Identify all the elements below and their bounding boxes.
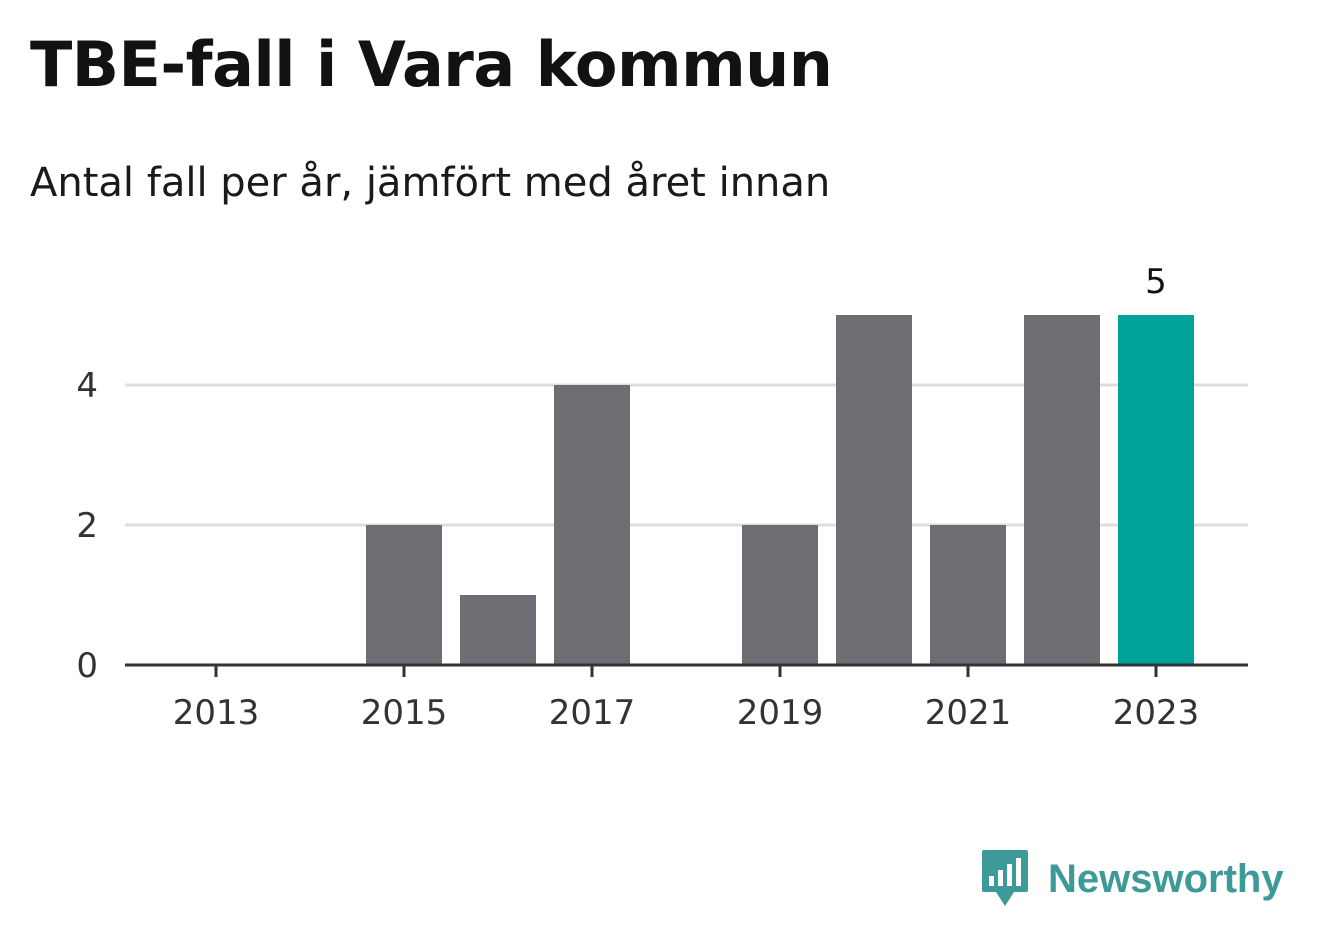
x-tick-label: 2023	[1113, 693, 1200, 733]
y-tick-label: 2	[76, 506, 98, 546]
data-labels: 5	[1145, 262, 1167, 302]
bars	[366, 315, 1194, 665]
newsworthy-logo-icon	[982, 850, 1028, 906]
data-label-2023: 5	[1145, 262, 1167, 302]
x-tick-label: 2015	[361, 693, 448, 733]
y-tick-label: 0	[76, 646, 98, 686]
newsworthy-logo: Newsworthy	[980, 848, 1284, 910]
bar-2017	[554, 385, 630, 665]
bar-2016	[460, 595, 536, 665]
bar-2015	[366, 525, 442, 665]
bar-2020	[836, 315, 912, 665]
y-tick-label: 4	[76, 366, 98, 406]
x-tick-label: 2021	[925, 693, 1012, 733]
x-tick-label: 2019	[737, 693, 824, 733]
bar-chart: 2013 2015 2017 2019 2021 2023 0 2 4 5	[76, 262, 1248, 733]
bar-2021	[930, 525, 1006, 665]
newsworthy-logo-text: Newsworthy	[1048, 856, 1284, 901]
x-axis-ticks: 2013 2015 2017 2019 2021 2023	[173, 665, 1200, 733]
y-axis-ticks: 0 2 4	[76, 366, 98, 686]
bar-2022	[1024, 315, 1100, 665]
bar-2019	[742, 525, 818, 665]
chart-title: TBE-fall i Vara kommun	[30, 28, 833, 101]
bar-2023	[1118, 315, 1194, 665]
chart-subtitle: Antal fall per år, jämfört med året inna…	[30, 160, 831, 206]
x-tick-label: 2017	[549, 693, 636, 733]
x-tick-label: 2013	[173, 693, 260, 733]
